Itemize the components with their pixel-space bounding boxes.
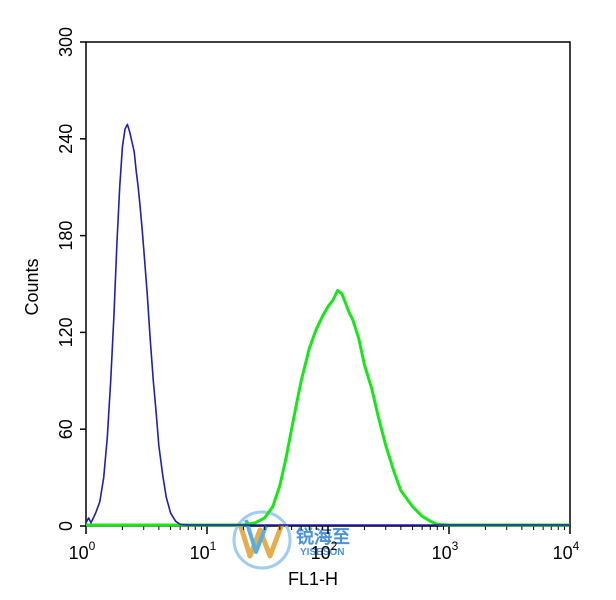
series-layer: [85, 123, 570, 527]
y-axis-ticks: 0 60 120 180 240 300: [56, 27, 86, 531]
x-tick-label: 100: [69, 539, 96, 563]
series-line-blue: [85, 123, 570, 526]
watermark-logo: 锐海至 YISESON: [232, 510, 350, 570]
y-tick-label: 180: [56, 221, 76, 251]
x-tick-label: 104: [553, 539, 580, 563]
watermark-ring: [232, 510, 292, 570]
watermark-chinese: 锐海至: [296, 526, 350, 547]
x-axis-ticks: 100 101 102 103 104: [69, 526, 580, 563]
x-tick-label: 101: [190, 539, 217, 563]
y-axis-label: Counts: [22, 258, 42, 315]
y-tick-label: 0: [56, 521, 76, 531]
plot-frame: [85, 41, 571, 527]
x-tick-label: 103: [432, 539, 459, 563]
watermark-w-icon: [237, 523, 285, 559]
x-tick-label: 102: [311, 539, 338, 563]
watermark-latin: YISESON: [300, 547, 344, 558]
y-tick-label: 300: [56, 27, 76, 57]
series-line-green: [86, 289, 570, 527]
watermark-w-accent-icon: [244, 519, 268, 554]
x-axis-label: FL1-H: [288, 569, 338, 589]
y-tick-label: 120: [56, 317, 76, 347]
y-tick-label: 60: [56, 419, 76, 439]
y-tick-label: 240: [56, 124, 76, 154]
